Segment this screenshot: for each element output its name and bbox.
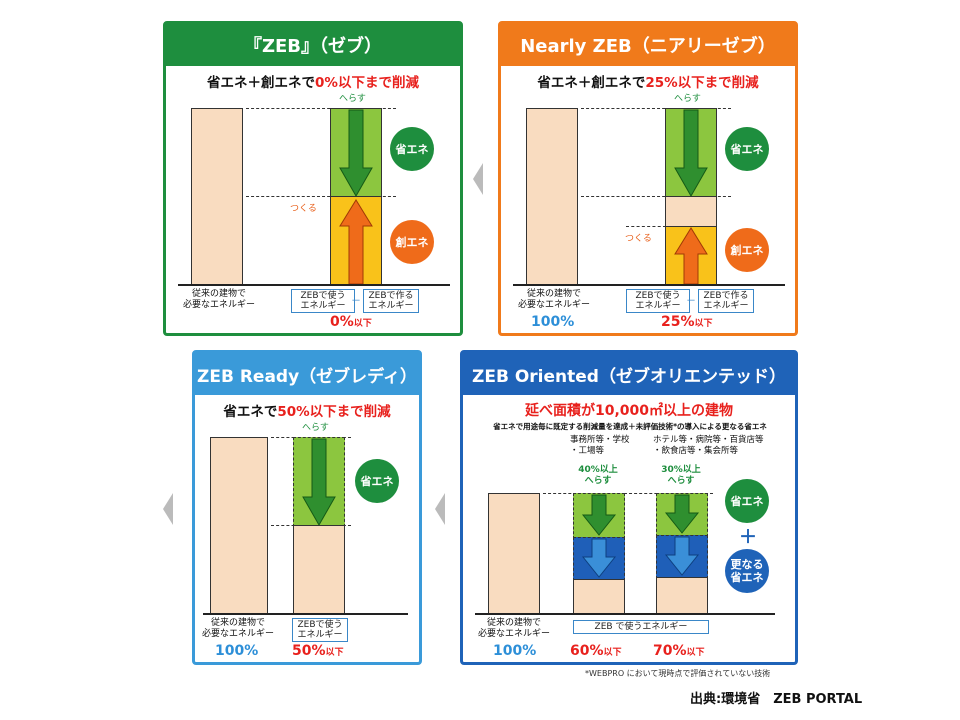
oriented-subtitle: 延べ面積が10,000㎡以上の建物 [524, 403, 734, 419]
oriented-left-pct: 100% [493, 643, 537, 659]
arrows-svg [674, 109, 708, 285]
conventional-energy-bar [191, 108, 243, 286]
nearly-pct: 25%以下 [661, 314, 713, 330]
plus-sign: ＋ [739, 527, 757, 548]
down-arrow-icon [302, 438, 336, 527]
col1-arrows-svg [581, 494, 617, 578]
arrows-svg [339, 109, 373, 285]
prev-arrow-icon [435, 493, 445, 525]
nearly-zeb-card: Nearly ZEB（ニアリーゼブ） 省エネ＋創エネで25%以下まで削減 へらす… [498, 21, 798, 336]
prev-arrow-icon [163, 493, 173, 525]
up-arrow-icon [674, 227, 708, 285]
reduce-label: へらす [302, 423, 329, 433]
conventional-label: 従来の建物で 必要なエネルギー [477, 618, 550, 639]
minus-sign: － [351, 296, 361, 307]
col1-heading: 事務所等・学校 ・工場等 [570, 435, 630, 456]
zeb-oriented-card: ZEB Oriented（ゼブオリエンテッド） 延べ面積が10,000㎡以上の建… [460, 350, 798, 665]
reduce-label: へらす [674, 94, 701, 104]
create-label: つくる [625, 234, 652, 244]
source-credit: 出典:環境省 ZEB PORTAL [690, 692, 863, 707]
prev-arrow-icon [473, 163, 483, 195]
minus-sign: － [686, 296, 696, 307]
energy-saving-circle: 省エネ [725, 479, 769, 523]
guide-line-top [246, 108, 396, 109]
col2-arrows-svg [664, 494, 700, 576]
oriented-description: 省エネで用途毎に既定する削減量を達成＋未評価技術*の導入による更なる省エネ [493, 422, 767, 431]
conventional-energy-bar [210, 437, 268, 615]
extra-saving-circle: 更なる 省エネ [725, 549, 769, 593]
use-energy-label: ZEB で使うエネルギー [573, 620, 709, 634]
reduce-label: へらす [339, 94, 366, 104]
energy-saving-circle: 省エネ [390, 127, 434, 171]
down-arrow-icon [674, 109, 708, 198]
nearly-left-pct: 100% [531, 314, 575, 330]
nearly-subtitle: 省エネ＋創エネで25%以下まで削減 [537, 75, 759, 91]
conventional-label: 従来の建物で 必要なエネルギー [182, 289, 255, 310]
ready-left-pct: 100% [215, 643, 259, 659]
zeb-pct: 0%以下 [330, 314, 372, 330]
ready-title: ZEB Ready（ゼブレディ） [195, 353, 419, 395]
down-arrow-icon [339, 109, 373, 198]
make-energy-label: ZEBで作る エネルギー [698, 289, 754, 313]
zeb-card: 『ZEB』（ゼブ） 省エネ＋創エネで0%以下まで削減 へらす つくる 省エネ 創… [163, 21, 463, 336]
oriented-pct1: 60%以下 [570, 643, 622, 659]
down-arrow-icon [581, 494, 617, 536]
col1-reduce: 40%以上 へらす [578, 465, 618, 486]
ready-subtitle: 省エネで50%以下まで削減 [223, 404, 391, 420]
use-energy-label: ZEBで使う エネルギー [291, 289, 355, 313]
baseline [178, 284, 450, 286]
nearly-title: Nearly ZEB（ニアリーゼブ） [501, 24, 795, 66]
create-label: つくる [290, 204, 317, 214]
guide-line-mid [246, 196, 396, 197]
up-arrow-icon [339, 199, 373, 285]
col1-use-segment [573, 579, 625, 615]
make-energy-label: ZEBで作る エネルギー [363, 289, 419, 313]
ready-pct: 50%以下 [292, 643, 344, 659]
baseline [203, 613, 408, 615]
baseline [513, 284, 785, 286]
energy-saving-circle: 省エネ [355, 459, 399, 503]
guide-line-top [543, 493, 713, 494]
use-energy-label: ZEBで使う エネルギー [626, 289, 690, 313]
col2-heading: ホテル等・病院等・百貨店等 ・飲食店等・集会所等 [653, 435, 764, 456]
col2-reduce: 30%以上 へらす [661, 465, 701, 486]
oriented-pct2: 70%以下 [653, 643, 705, 659]
zeb-title: 『ZEB』（ゼブ） [166, 24, 460, 66]
oriented-title: ZEB Oriented（ゼブオリエンテッド） [463, 353, 795, 395]
energy-creation-circle: 創エネ [725, 228, 769, 272]
down-arrow-icon [664, 536, 700, 576]
conventional-energy-bar [488, 493, 540, 615]
remaining-energy-segment [293, 525, 345, 615]
down-arrow-icon [581, 538, 617, 578]
conventional-energy-bar [526, 108, 578, 286]
down-arrow-icon [664, 494, 700, 534]
guide-line-top [581, 108, 731, 109]
baseline [475, 613, 775, 615]
footnote: *WEBPRO において現時点で評価されていない技術 [585, 669, 771, 678]
zeb-ready-card: ZEB Ready（ゼブレディ） 省エネで50%以下まで削減 へらす 省エネ 従… [192, 350, 422, 665]
arrows-svg [302, 438, 336, 527]
conventional-label: 従来の建物で 必要なエネルギー [201, 618, 274, 639]
guide-line-mid [581, 196, 731, 197]
zeb-subtitle: 省エネ＋創エネで0%以下まで削減 [207, 75, 419, 91]
guide-line-low [626, 226, 666, 227]
energy-creation-circle: 創エネ [390, 220, 434, 264]
use-energy-label: ZEBで使う エネルギー [292, 618, 348, 642]
conventional-label: 従来の建物で 必要なエネルギー [517, 289, 590, 310]
energy-saving-circle: 省エネ [725, 127, 769, 171]
